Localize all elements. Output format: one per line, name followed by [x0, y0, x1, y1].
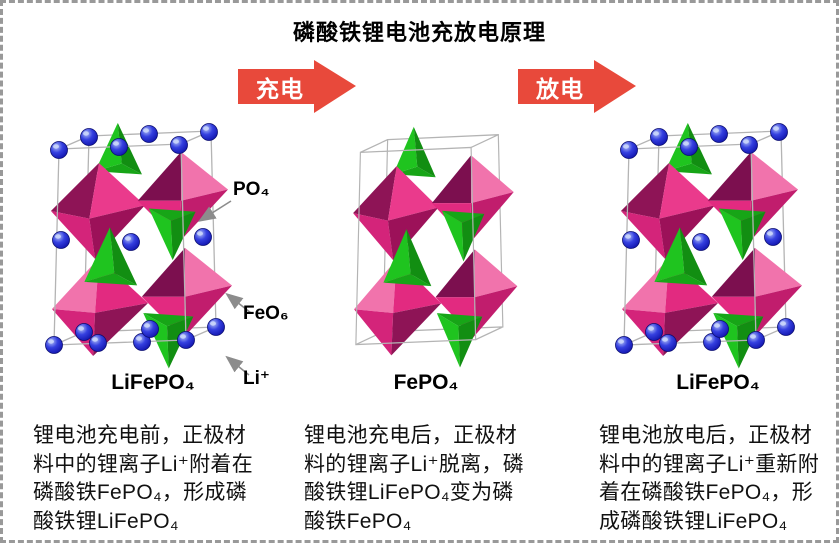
structure-formula-label: LiFePO₄: [111, 371, 195, 394]
po4-pointer-arrow-icon: [198, 200, 232, 222]
description-line: 磷酸铁FePO₄，形成磷: [33, 481, 248, 504]
li-pointer-arrow-icon: [225, 355, 250, 376]
right-block-arrow-icon: [238, 60, 356, 113]
discharge-arrow: 放电: [518, 60, 636, 113]
description-line: 锂电池放电后，正极材: [599, 424, 812, 447]
description-line: 料中的锂离子Li⁺重新附: [599, 452, 820, 476]
charge-arrow-label: 充电: [256, 75, 304, 102]
structure-formula-label: FePO₄: [393, 371, 459, 394]
feo6-pointer-arrow-icon: [225, 292, 252, 314]
crystal-structure-lifepo4-before: PO₄ FeO₆ Li⁺: [31, 117, 331, 409]
charge-arrow: 充电: [238, 60, 356, 113]
description-line: 着在磷酸铁FePO₄，形: [599, 481, 814, 504]
feo6-annotation-label: FeO₆: [243, 303, 289, 324]
description-after-discharge: 锂电池放电后，正极材 料中的锂离子Li⁺重新附 着在磷酸铁FePO₄，形 成磷酸…: [599, 422, 836, 536]
description-line: 锂电池充电前，正极材: [33, 424, 246, 447]
annotation-arrows-overlay: [198, 200, 252, 376]
crystal-structure-lifepo4-after: [601, 117, 811, 409]
li-annotation-label: Li⁺: [243, 368, 270, 389]
description-line: 酸铁FePO₄: [304, 509, 412, 533]
description-line: 料的锂离子Li⁺脱离，磷: [304, 452, 525, 476]
description-before-charge: 锂电池充电前，正极材 料中的锂离子Li⁺附着在 磷酸铁FePO₄，形成磷 酸铁锂…: [33, 422, 291, 536]
crystal-structure-fepo4: [335, 121, 525, 373]
description-line: 酸铁锂LiFePO₄: [33, 509, 179, 533]
po4-annotation-label: PO₄: [233, 179, 270, 200]
description-after-charge: 锂电池充电后，正极材 料的锂离子Li⁺脱离，磷 酸铁锂LiFePO₄变为磷 酸铁…: [304, 422, 572, 536]
crystal-lattice-svg: [601, 117, 806, 372]
description-line: 锂电池充电后，正极材: [304, 424, 517, 447]
right-block-arrow-icon: [518, 60, 636, 113]
description-line: 酸铁锂LiFePO₄变为磷: [304, 481, 514, 504]
description-line: 料中的锂离子Li⁺附着在: [33, 452, 254, 476]
structure-formula-label: LiFePO₄: [676, 371, 760, 394]
discharge-arrow-label: 放电: [536, 75, 584, 102]
page-title: 磷酸铁锂电池充放电原理: [292, 20, 546, 45]
crystal-lattice-svg: [335, 121, 521, 371]
description-line: 成磷酸铁锂LiFePO₄: [599, 509, 788, 533]
